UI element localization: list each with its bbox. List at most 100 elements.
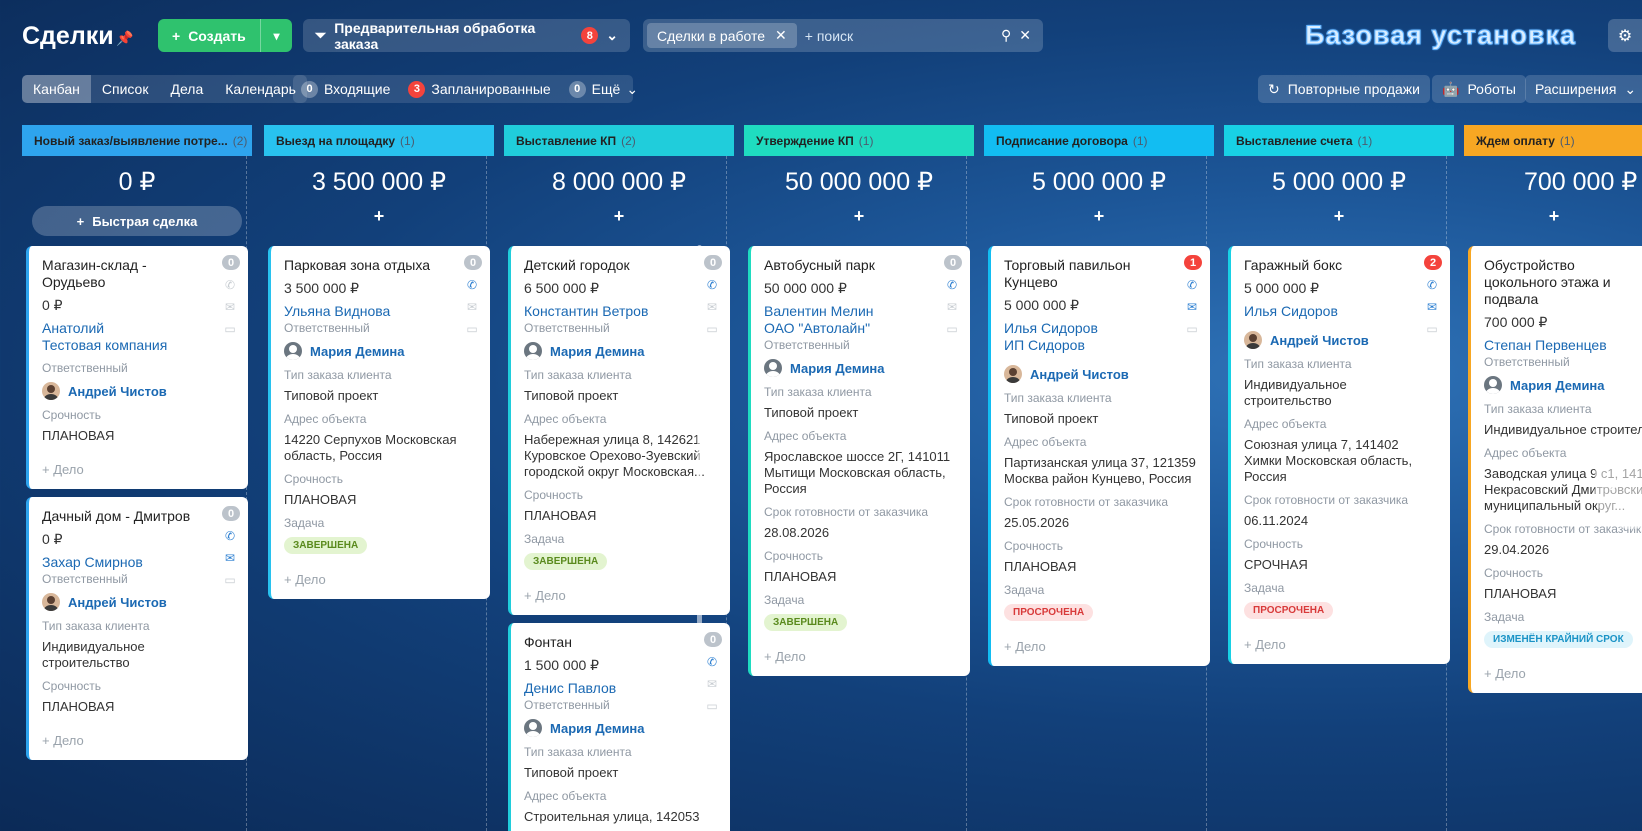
chat-icon[interactable]: ▭ [466,321,478,336]
chat-icon[interactable]: ▭ [1186,321,1198,336]
add-activity-link[interactable]: + Дело [764,649,806,664]
add-activity-link[interactable]: + Дело [42,733,84,748]
stage-header[interactable]: Утверждение КП (1) [744,125,974,156]
phone-icon[interactable]: ✆ [706,654,718,669]
phone-icon[interactable]: ✆ [1426,277,1438,292]
chevron-right-icon[interactable]: › [1595,437,1642,529]
phone-icon[interactable]: ✆ [224,277,236,292]
avatar [284,342,302,360]
phone-icon[interactable]: ✆ [224,528,236,543]
deal-card[interactable]: Автобусный парк 0 ✆ ✉ ▭ 50 000 000 ₽ Вален… [748,246,970,676]
view-calendar[interactable]: Календарь [225,81,296,97]
add-activity-link[interactable]: + Дело [284,572,326,587]
add-deal-button[interactable]: + [1548,206,1560,226]
repeat-sales-button[interactable]: ↻ Повторные продажи [1258,75,1430,103]
chevron-down-icon: ⌄ [1624,80,1637,97]
company-link[interactable]: ИП Сидоров [1004,337,1085,353]
phone-icon[interactable]: ✆ [466,277,478,292]
deal-card[interactable]: Обустройство цокольного этажа и подвала … [1468,246,1642,693]
deal-card[interactable]: Парковая зона отдыха 0 ✆ ✉ ▭ 3 500 000 ₽ У… [268,246,490,599]
add-activity-link[interactable]: + Дело [1004,639,1046,654]
contact-link[interactable]: Степан Первенцев [1484,337,1607,353]
mail-icon[interactable]: ✉ [946,299,958,314]
chat-icon[interactable]: ▭ [1426,321,1438,336]
contact-link[interactable]: Ульяна Виднова [284,303,391,319]
chevron-down-icon[interactable]: ▾ [260,19,292,52]
deal-card[interactable]: Торговый павильон Кунцево 1 ✆ ✉ ▭ 5 000 00… [988,246,1210,666]
stage-header[interactable]: Ждем оплату (1) [1464,125,1642,156]
contact-link[interactable]: Анатолий [42,320,105,336]
filter-chip[interactable]: Сделки в работе ✕ [647,23,797,48]
deal-card[interactable]: Дачный дом - Дмитров 0 ✆ ✉ ▭ 0 ₽ Захар Сми… [26,497,248,760]
contact-link[interactable]: Денис Павлов [524,680,617,696]
mail-icon[interactable]: ✉ [466,299,478,314]
contact-link[interactable]: Илья Сидоров [1004,320,1098,336]
add-activity-link[interactable]: + Дело [1244,637,1286,652]
chat-icon[interactable]: ▭ [946,321,958,336]
add-activity-link[interactable]: + Дело [1484,666,1526,681]
company-link[interactable]: ОАО "Автолайн" [764,320,871,336]
quick-deal-button[interactable]: + Быстрая сделка [32,206,242,236]
counter-planned[interactable]: 3 Запланированные [408,80,551,98]
repeat-icon: ↻ [1268,80,1280,97]
kanban-column: Новый заказ/выявление потре... (2) 0 ₽ + Б… [22,125,252,760]
chat-icon[interactable]: ▭ [224,572,236,587]
add-deal-button[interactable]: + [373,206,385,226]
phone-icon[interactable]: ✆ [946,277,958,292]
activity-count-badge: 0 [944,255,962,270]
search-bar[interactable]: Сделки в работе ✕ + поиск ⚲ ✕ [643,19,1043,52]
add-deal-button[interactable]: + [853,206,865,226]
mail-icon[interactable]: ✉ [224,550,236,565]
deal-card[interactable]: Гаражный бокс 2 ✆ ✉ ▭ 5 000 000 ₽ Илья Сид… [1228,246,1450,664]
view-kanban[interactable]: Канбан [22,75,91,103]
contact-link[interactable]: Валентин Мелин [764,303,874,319]
add-deal-button[interactable]: + [1093,206,1105,226]
stage-header[interactable]: Выезд на площадку (1) [264,125,494,156]
clear-icon[interactable]: ✕ [1019,27,1031,43]
scrollbar[interactable] [697,245,702,625]
mail-icon[interactable]: ✉ [706,676,718,691]
close-icon[interactable]: ✕ [775,27,787,43]
phone-icon[interactable]: ✆ [706,277,718,292]
add-activity-link[interactable]: + Дело [42,462,84,477]
view-activities[interactable]: Дела [170,81,204,97]
contact-link[interactable]: Константин Ветров [524,303,649,319]
view-list[interactable]: Список [101,81,149,97]
deal-card[interactable]: Магазин-склад - Орудьево 0 ✆ ✉ ▭ 0 ₽ Анато… [26,246,248,489]
search-input[interactable]: + поиск [804,27,854,44]
stage-header[interactable]: Подписание договора (1) [984,125,1214,156]
counter-more[interactable]: 0 Ещё ⌄ [568,80,638,98]
preprocess-order-button[interactable]: ⏷ Предварительная обработка заказа 8 ⌄ [303,19,630,52]
search-icon[interactable]: ⚲ [1001,27,1012,43]
activity-count-badge: 0 [704,632,722,647]
robots-button[interactable]: 🤖 Роботы [1432,75,1526,103]
stage-header[interactable]: Выставление счета (1) [1224,125,1454,156]
contact-link[interactable]: Захар Смирнов [42,554,143,570]
chat-icon[interactable]: ▭ [706,321,718,336]
mail-icon[interactable]: ✉ [706,299,718,314]
phone-icon[interactable]: ✆ [1186,277,1198,292]
contact-link[interactable]: Илья Сидоров [1244,303,1338,319]
activity-count-badge: 0 [222,255,240,270]
chat-icon[interactable]: ▭ [706,698,718,713]
add-deal-button[interactable]: + [1333,206,1345,226]
deal-card[interactable]: Фонтан 0 ✆ ✉ ▭ 1 500 000 ₽ Денис Павлов От… [508,623,730,831]
mail-icon[interactable]: ✉ [1426,299,1438,314]
stage-header[interactable]: Выставление КП (2) [504,125,734,156]
deal-card[interactable]: Детский городок 0 ✆ ✉ ▭ 6 500 000 ₽ Конста… [508,246,730,615]
counter-incoming[interactable]: 0 Входящие [301,80,390,98]
chat-icon[interactable]: ▭ [224,321,236,336]
company-link[interactable]: Тестовая компания [42,337,168,353]
stage-sum: 50 000 000 ₽ [785,168,933,196]
mail-icon[interactable]: ✉ [224,299,236,314]
page-title: Сделки [22,22,114,50]
add-deal-button[interactable]: + [613,206,625,226]
add-activity-link[interactable]: + Дело [524,588,566,603]
stage-sum: 3 500 000 ₽ [311,168,447,196]
mail-icon[interactable]: ✉ [1186,299,1198,314]
gear-icon[interactable]: ⚙ [1608,19,1642,52]
stage-header[interactable]: Новый заказ/выявление потре... (2) [22,125,252,156]
extensions-button[interactable]: Расширения ⌄ [1525,75,1642,103]
pin-icon[interactable]: 📌 [116,30,134,46]
create-button[interactable]: + Создать ▾ [158,19,292,52]
